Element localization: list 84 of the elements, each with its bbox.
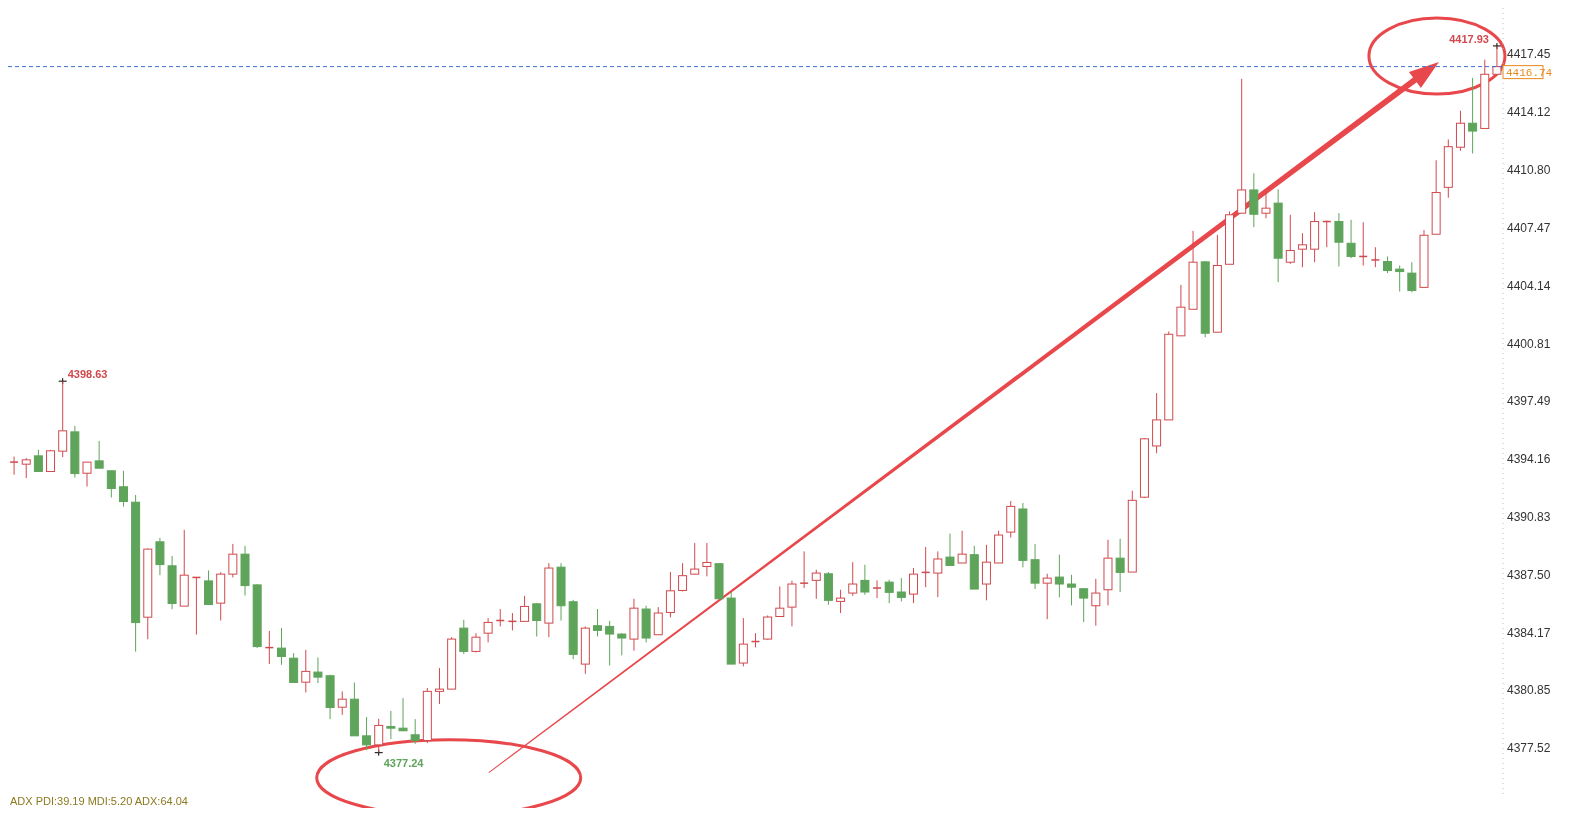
candlestick (1067, 574, 1077, 606)
candlestick (410, 718, 420, 745)
candlestick (155, 537, 165, 576)
y-tick-label: 4377.52 (1507, 741, 1551, 756)
y-tick-label: 4407.47 (1507, 220, 1551, 235)
candlestick (94, 440, 104, 469)
candlestick (799, 550, 809, 589)
y-tick-label: 4384.17 (1507, 625, 1551, 640)
candlestick (665, 571, 675, 618)
candlestick (775, 585, 785, 618)
candlestick (9, 456, 19, 476)
annotation: ADX PDI:39.19 MDI:5.20 ADX:64.04 (10, 795, 188, 807)
candlestick (592, 608, 602, 637)
candlestick (702, 542, 712, 577)
candlestick (1237, 78, 1247, 214)
candlestick (836, 589, 846, 614)
y-tick-label: 4387.50 (1507, 567, 1551, 582)
y-tick-label: 4417.45 (1507, 47, 1551, 62)
candlestick (1042, 573, 1052, 620)
candlestick (483, 617, 493, 643)
candlestick (848, 561, 858, 597)
candlestick (532, 602, 542, 637)
candlestick (811, 569, 821, 600)
candlestick (1346, 219, 1356, 259)
candlestick (1091, 578, 1101, 627)
y-tick-label: 4410.80 (1507, 162, 1551, 177)
candlestick (459, 619, 469, 655)
candlestick (1261, 192, 1271, 219)
candlestick (605, 620, 615, 666)
candlestick (872, 579, 882, 599)
candlestick (763, 614, 773, 641)
candlestick (1468, 77, 1478, 154)
candlestick (1054, 554, 1064, 598)
candlestick (1407, 261, 1417, 293)
candlestick (1370, 246, 1381, 268)
candlestick (653, 606, 663, 636)
y-tick-label: 4380.85 (1507, 683, 1551, 698)
candlestick (896, 577, 906, 602)
candlestick (860, 564, 870, 596)
candlestick (1395, 264, 1405, 293)
candlestick (738, 617, 748, 667)
candlestick (33, 449, 43, 472)
candlestick (1030, 543, 1040, 590)
candlestick (313, 656, 323, 684)
candlestick (690, 542, 700, 576)
candlestick (1115, 538, 1125, 593)
candlestick (1455, 110, 1465, 152)
candlestick (787, 580, 797, 627)
candlestick (106, 470, 116, 499)
candlestick (301, 649, 311, 693)
candlestick (617, 632, 627, 656)
candlestick (398, 697, 408, 732)
candlestick (228, 543, 238, 578)
candlestick (276, 627, 286, 666)
candlestick (1285, 214, 1295, 265)
y-tick-label: 4397.49 (1507, 394, 1551, 409)
candlestick (884, 579, 894, 604)
candlestick (981, 544, 991, 601)
candlestick (957, 530, 967, 564)
candlestick (1297, 232, 1307, 268)
candlestick (945, 533, 955, 566)
candlestick (434, 667, 444, 705)
annotation: 4398.63 (67, 368, 108, 381)
candlestick (678, 562, 688, 592)
candlestick (520, 595, 530, 622)
candlestick (909, 567, 919, 604)
candlestick (1334, 212, 1344, 268)
candlestick (204, 569, 214, 606)
y-tick-label: 4394.16 (1507, 452, 1551, 466)
candlestick (82, 461, 92, 488)
y-tick-label: 4400.81 (1507, 336, 1551, 351)
candlestick (362, 716, 372, 751)
candlestick (337, 690, 347, 716)
y-tick-label: 4404.14 (1507, 278, 1551, 293)
y-tick-label: 4390.83 (1507, 509, 1551, 524)
candlestick (21, 457, 31, 479)
y-tick-label: 4414.12 (1507, 105, 1551, 120)
candlestick (933, 550, 943, 598)
candlestick (118, 470, 128, 508)
candlestick (1079, 587, 1089, 623)
annotation: 4377.24 (383, 756, 425, 769)
annotation: 4417.93 (1449, 32, 1489, 45)
ref-line-label: 4416.74 (1506, 67, 1553, 80)
candlestick (386, 710, 396, 740)
